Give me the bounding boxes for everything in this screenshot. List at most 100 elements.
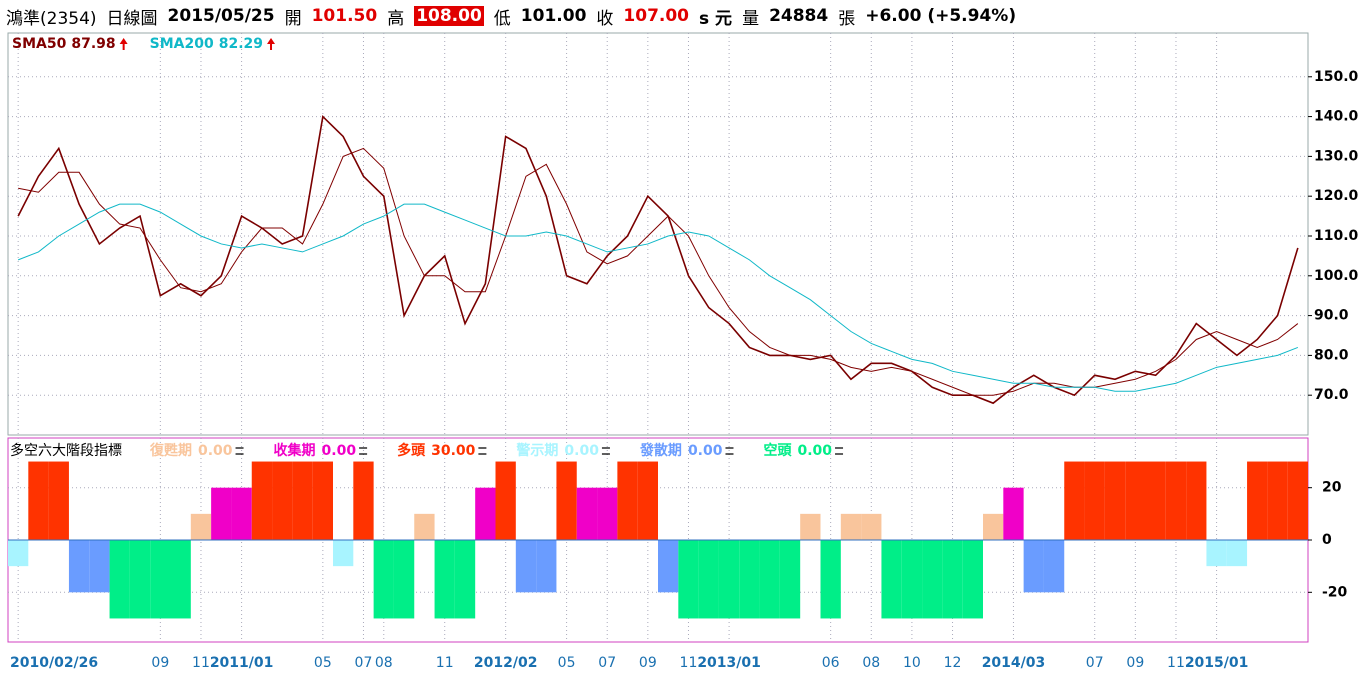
y-tick-label: 70.0 bbox=[1314, 387, 1349, 403]
stage-bar bbox=[1165, 461, 1187, 540]
y-tick-label: 90.0 bbox=[1314, 308, 1349, 324]
stage-bar bbox=[434, 540, 455, 619]
stage-bar bbox=[1247, 461, 1268, 540]
y-tick-label: 100.0 bbox=[1314, 268, 1359, 284]
x-tick-label: 11 bbox=[680, 655, 698, 671]
label: 收 bbox=[596, 8, 614, 29]
stage-bar bbox=[312, 461, 333, 540]
legend-value: 82.29 bbox=[219, 36, 263, 52]
stage-bar bbox=[150, 540, 171, 619]
stage-bar bbox=[170, 540, 191, 619]
change: +6.00 (+5.94%) bbox=[865, 6, 1017, 26]
equal-sign bbox=[725, 447, 734, 455]
stage-bar bbox=[556, 461, 577, 540]
equal-sign bbox=[478, 447, 487, 455]
y-tick-label: 80.0 bbox=[1314, 347, 1349, 363]
open: 101.50 bbox=[311, 6, 378, 26]
stage-bar bbox=[1287, 461, 1308, 540]
stock-name: 鴻準(2354) bbox=[6, 8, 97, 29]
legend-name: 警示期 bbox=[516, 442, 558, 459]
legend-value: 0.00 bbox=[198, 443, 233, 459]
stage-bar bbox=[28, 461, 49, 540]
sma-line bbox=[18, 147, 1299, 396]
x-tick-label: 12 bbox=[944, 655, 962, 671]
x-tick-label: 11 bbox=[436, 655, 454, 671]
x-tick-label: 2010/02/26 bbox=[10, 655, 98, 671]
legend-name: 空頭 bbox=[763, 442, 792, 459]
stage-bar bbox=[536, 540, 557, 593]
stage-bar bbox=[292, 461, 313, 540]
legend-name: 發散期 bbox=[639, 442, 682, 459]
stage-bar bbox=[1267, 461, 1288, 540]
equal-sign bbox=[235, 447, 244, 455]
stage-bar bbox=[840, 513, 862, 540]
stage-bar bbox=[718, 540, 740, 619]
stage-bar bbox=[353, 461, 374, 540]
stage-bar bbox=[901, 540, 923, 619]
stage-bar bbox=[739, 540, 760, 619]
low: 101.00 bbox=[520, 6, 587, 26]
stage-bar bbox=[962, 540, 983, 619]
stage-bar bbox=[414, 513, 435, 540]
up-arrow bbox=[119, 38, 128, 50]
stage-bar bbox=[1206, 540, 1227, 567]
price-frame bbox=[7, 32, 1309, 436]
equal-sign bbox=[601, 447, 610, 455]
legend-value: 0.00 bbox=[564, 443, 599, 459]
unit: s 元 bbox=[699, 8, 733, 29]
x-tick-label: 2015/01 bbox=[1185, 655, 1249, 671]
stage-bar bbox=[1084, 461, 1105, 540]
stage-bar bbox=[251, 461, 273, 540]
stage-bar bbox=[8, 540, 29, 567]
x-tick-label: 07 bbox=[1086, 655, 1104, 671]
legend-value: 87.98 bbox=[71, 36, 115, 52]
price-line bbox=[17, 114, 1299, 405]
label: 低 bbox=[493, 8, 511, 29]
stage-bar bbox=[779, 540, 801, 619]
stage-bar bbox=[373, 540, 394, 619]
stage-bar bbox=[597, 487, 618, 540]
stage-bar bbox=[678, 540, 699, 619]
y-tick-label: 140.0 bbox=[1314, 109, 1359, 125]
stage-bar bbox=[515, 540, 537, 593]
stage-bar bbox=[820, 540, 841, 619]
stage-bar bbox=[658, 540, 679, 593]
stage-bar bbox=[1003, 487, 1024, 540]
stage-bar bbox=[881, 540, 902, 619]
stage-bar bbox=[922, 540, 943, 619]
stage-bar bbox=[1125, 461, 1146, 540]
stage-bar bbox=[68, 540, 90, 593]
y-tick-label: 130.0 bbox=[1314, 148, 1359, 164]
x-tick-label: 11 bbox=[1167, 655, 1185, 671]
stage-bar bbox=[576, 487, 598, 540]
date: 2015/05/25 bbox=[167, 6, 275, 26]
stage-bar bbox=[1186, 461, 1207, 540]
legend-name: SMA50 bbox=[12, 36, 67, 52]
legend-value: 0.00 bbox=[797, 443, 832, 459]
stage-bar bbox=[617, 461, 638, 540]
stage-bar bbox=[129, 540, 151, 619]
stage-bar bbox=[1023, 540, 1044, 593]
x-tick-label: 2014/03 bbox=[982, 655, 1046, 671]
stage-bar bbox=[89, 540, 110, 593]
stage-bar bbox=[759, 540, 780, 619]
x-tick-label: 09 bbox=[151, 655, 169, 671]
quote-header: 鴻準(2354) 日線圖 2015/05/25 開 101.50 高 108.0… bbox=[6, 4, 1017, 29]
x-tick-label: 11 bbox=[192, 655, 210, 671]
stage-bar bbox=[454, 540, 476, 619]
x-tick-label: 07 bbox=[355, 655, 373, 671]
x-tick-label: 10 bbox=[903, 655, 921, 671]
stage-bar bbox=[1043, 540, 1065, 593]
stage-bar bbox=[211, 487, 232, 540]
stage-bar bbox=[495, 461, 516, 540]
stage-bar bbox=[1104, 461, 1126, 540]
stage-bar bbox=[109, 540, 130, 619]
unit: 張 bbox=[838, 8, 856, 29]
legend-name: 多頭 bbox=[397, 442, 426, 459]
stage-bar bbox=[1145, 461, 1166, 540]
y-tick-label: 120.0 bbox=[1314, 188, 1359, 204]
volume: 24884 bbox=[769, 6, 829, 26]
label: 開 bbox=[284, 8, 302, 29]
label: 高 bbox=[387, 8, 405, 29]
